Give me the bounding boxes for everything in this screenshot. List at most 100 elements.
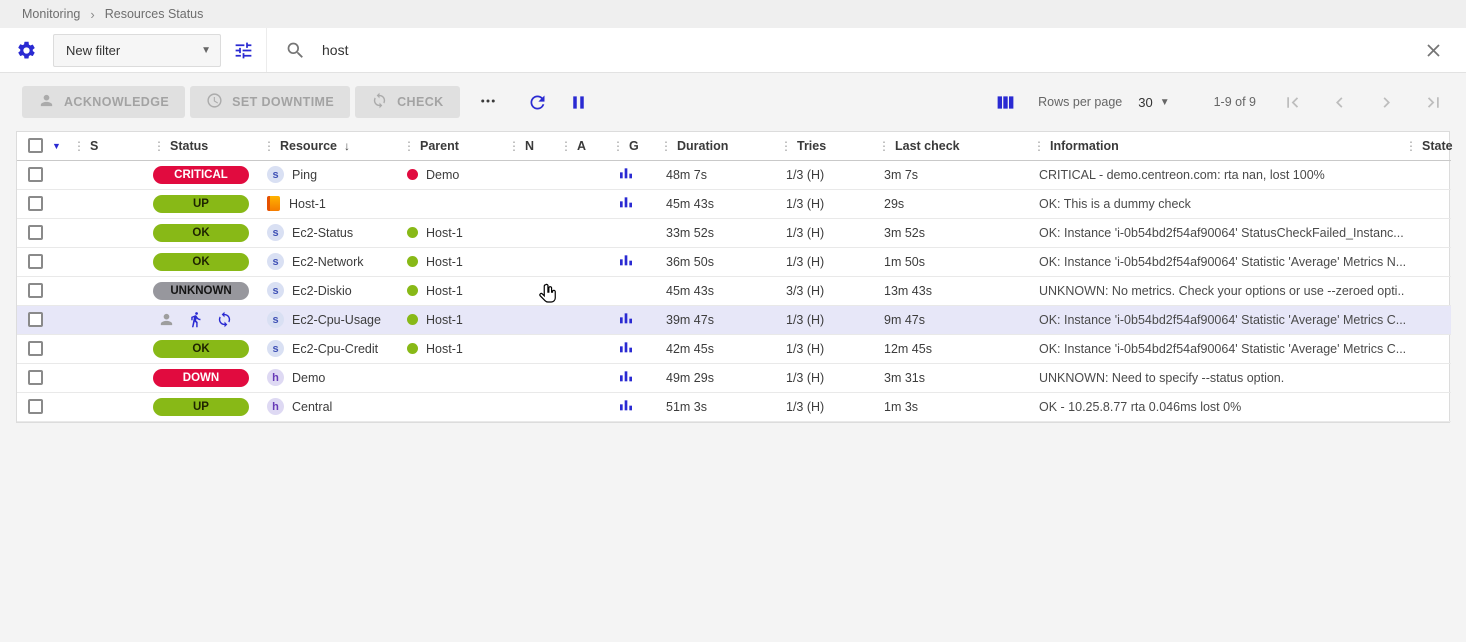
filter-tune-icon[interactable] (233, 40, 254, 61)
rows-per-page-label: Rows per page (1038, 95, 1123, 109)
tries-value: 1/3 (H) (786, 225, 825, 240)
column-header-last_check[interactable]: ⋮ Last check (878, 132, 1033, 161)
drag-handle-icon: ⋮ (780, 138, 792, 153)
status-pill: UNKNOWN (153, 281, 249, 300)
filter-settings-gear-icon[interactable] (16, 40, 37, 61)
parent-name[interactable]: Host-1 (426, 254, 463, 269)
graph-icon[interactable] (612, 397, 634, 413)
table-row[interactable]: CRITICAL s Ping Demo 48m 7s 1/3 (H) 3m 7s CRITI… (17, 160, 1451, 190)
column-header-resource[interactable]: ⋮ Resource ↓ (263, 132, 403, 161)
acknowledged-icon[interactable] (187, 311, 204, 328)
last-page-icon[interactable] (1423, 92, 1444, 113)
column-header-n[interactable]: ⋮ N (508, 132, 560, 161)
sync-icon[interactable] (216, 311, 233, 328)
parent-name[interactable]: Host-1 (426, 225, 463, 240)
parent-status-dot (407, 285, 418, 296)
first-page-icon[interactable] (1282, 92, 1303, 113)
check-button[interactable]: CHECK (355, 86, 460, 118)
column-label: S (90, 138, 99, 153)
column-label: N (525, 138, 535, 153)
graph-icon[interactable] (612, 368, 634, 384)
more-dots-icon (480, 99, 495, 102)
table-row[interactable]: UNKNOWN s Ec2-Diskio Host-1 45m 43s 3/3 (H) 13… (17, 276, 1451, 306)
resource-name[interactable]: Ping (292, 167, 318, 182)
clear-search-icon[interactable] (1423, 40, 1444, 61)
table-row[interactable]: OK s Ec2-Network Host-1 36m 50s 1/3 (H) 1m 50s… (17, 247, 1451, 277)
filter-preset-select[interactable]: New filter ▼ (53, 33, 221, 67)
select-all-checkbox[interactable] (28, 138, 43, 154)
more-actions-button[interactable] (469, 88, 507, 117)
resource-name[interactable]: Ec2-Cpu-Usage (292, 312, 381, 327)
search-input[interactable] (322, 42, 1415, 58)
parent-name[interactable]: Host-1 (426, 283, 463, 298)
resource-name[interactable]: Ec2-Status (292, 225, 354, 240)
drag-handle-icon: ⋮ (1405, 138, 1417, 153)
set-downtime-button[interactable]: SET DOWNTIME (190, 86, 351, 118)
column-header-parent[interactable]: ⋮ Parent (403, 132, 508, 161)
tries-value: 1/3 (H) (786, 399, 825, 414)
row-checkbox[interactable] (28, 312, 43, 327)
table-row[interactable]: UP h Central 51m 3s 1/3 (H) 1m 3s OK - 10.25.8… (17, 392, 1451, 422)
parent-name[interactable]: Host-1 (426, 312, 463, 327)
breadcrumb-resources-status[interactable]: Resources Status (104, 7, 204, 21)
column-header-status[interactable]: ⋮ Status (153, 132, 263, 161)
drag-handle-icon: ⋮ (73, 138, 85, 153)
table-row[interactable]: UP Host-1 45m 43s 1/3 (H) 29s OK: This is a d… (17, 189, 1451, 219)
row-checkbox[interactable] (28, 254, 43, 269)
column-header-information[interactable]: ⋮ Information (1033, 132, 1405, 161)
columns-icon[interactable] (995, 92, 1016, 113)
row-checkbox[interactable] (28, 341, 43, 356)
graph-icon[interactable] (612, 165, 634, 181)
table-row[interactable]: OK s Ec2-Cpu-Credit Host-1 42m 45s 1/3 (H) 12m… (17, 334, 1451, 364)
row-checkbox[interactable] (28, 399, 43, 414)
column-header-g[interactable]: ⋮ G (612, 132, 660, 161)
resource-name[interactable]: Ec2-Network (292, 254, 364, 269)
duration-value: 42m 45s (666, 341, 714, 356)
table-row[interactable]: s Ec2-Cpu-Usage Host-1 39m 47s 1/3 (H) 9m 47s… (17, 305, 1451, 335)
column-header-duration[interactable]: ⋮ Duration (660, 132, 780, 161)
row-checkbox[interactable] (28, 370, 43, 385)
person-icon[interactable] (158, 311, 175, 328)
rows-per-page-select[interactable]: 30 ▼ (1138, 95, 1169, 110)
breadcrumb-monitoring[interactable]: Monitoring (22, 7, 81, 21)
row-checkbox[interactable] (28, 225, 43, 240)
graph-icon[interactable] (612, 339, 634, 355)
last-check-value: 3m 52s (884, 225, 925, 240)
column-label: Status (170, 138, 209, 153)
resources-table-container: ▼ ⋮ S ⋮ Status ⋮ Resource ↓ ⋮ Parent ⋮ N ⋮ A ⋮ G ⋮ Durat… (16, 131, 1453, 423)
clock-icon (206, 92, 223, 112)
drag-handle-icon: ⋮ (560, 138, 572, 153)
graph-icon[interactable] (612, 252, 634, 268)
select-rows-caret-icon[interactable]: ▼ (52, 140, 61, 151)
parent-name[interactable]: Demo (426, 167, 460, 182)
resource-name[interactable]: Central (292, 399, 333, 414)
duration-value: 39m 47s (666, 312, 714, 327)
resource-name[interactable]: Ec2-Diskio (292, 283, 352, 298)
previous-page-icon[interactable] (1329, 92, 1350, 113)
service-badge: s (267, 224, 284, 241)
graph-icon[interactable] (612, 310, 634, 326)
column-header-s[interactable]: ⋮ S (73, 132, 153, 161)
resource-name[interactable]: Demo (292, 370, 326, 385)
row-checkbox[interactable] (28, 196, 43, 211)
last-check-value: 12m 45s (884, 341, 932, 356)
column-header-state[interactable]: ⋮ State (1405, 132, 1453, 161)
column-header-tries[interactable]: ⋮ Tries (780, 132, 878, 161)
parent-name[interactable]: Host-1 (426, 341, 463, 356)
table-row[interactable]: DOWN h Demo 49m 29s 1/3 (H) 3m 31s UNKNOWN: Ne… (17, 363, 1451, 393)
next-page-icon[interactable] (1376, 92, 1397, 113)
table-row[interactable]: OK s Ec2-Status Host-1 33m 52s 1/3 (H) 3m 52s O… (17, 218, 1451, 248)
pause-icon[interactable] (568, 92, 589, 113)
column-label: Duration (677, 138, 729, 153)
row-checkbox[interactable] (28, 283, 43, 298)
sync-icon (371, 92, 388, 112)
graph-icon[interactable] (612, 194, 634, 210)
acknowledge-button[interactable]: ACKNOWLEDGE (22, 86, 186, 118)
status-pill: OK (153, 339, 249, 358)
resource-name[interactable]: Ec2-Cpu-Credit (292, 341, 379, 356)
column-header-a[interactable]: ⋮ A (560, 132, 612, 161)
service-badge: s (267, 166, 284, 183)
resource-name[interactable]: Host-1 (289, 196, 326, 211)
row-checkbox[interactable] (28, 167, 43, 182)
refresh-icon[interactable] (527, 92, 548, 113)
